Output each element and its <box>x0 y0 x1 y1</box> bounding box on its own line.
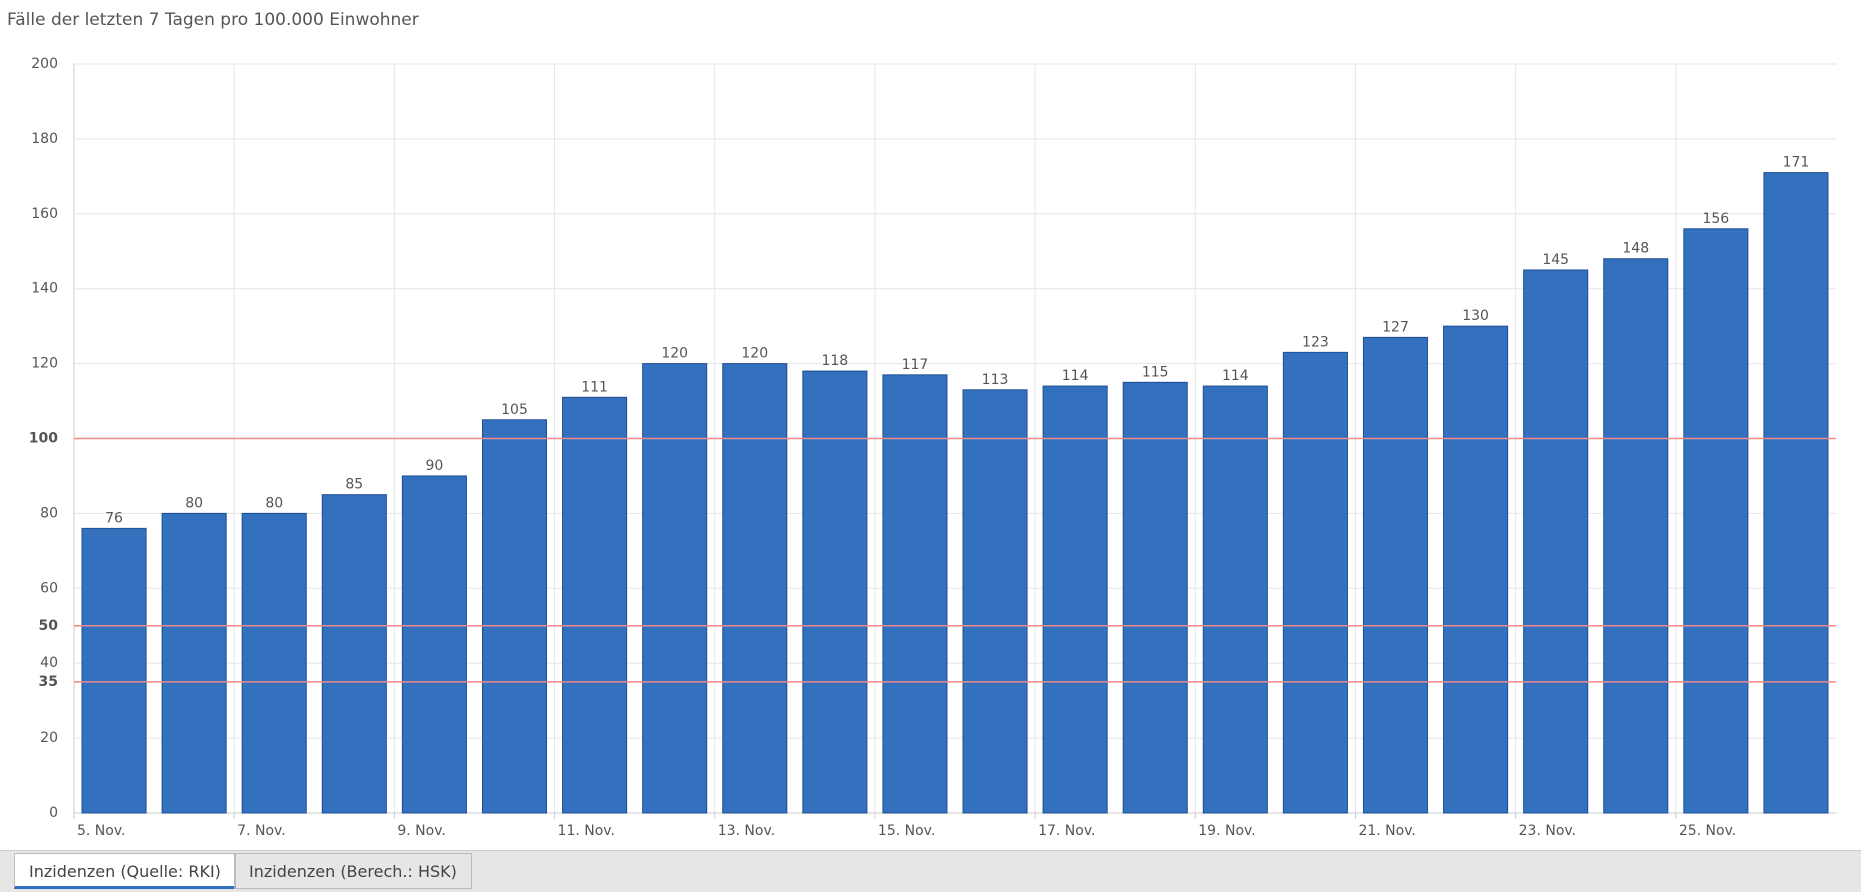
data-label: 145 <box>1542 252 1569 268</box>
y-tick-label: 180 <box>31 131 58 147</box>
threshold-label: 50 <box>39 618 59 634</box>
x-tick-label: 5. Nov. <box>77 823 126 839</box>
bar <box>1603 258 1669 814</box>
data-label: 130 <box>1462 308 1489 324</box>
x-tick-label: 11. Nov. <box>558 823 615 839</box>
chart: Fälle der letzten 7 Tagen pro 100.000 Ei… <box>7 10 1836 839</box>
tab[interactable]: Inzidenzen (Berech.: HSK) <box>234 853 472 889</box>
data-label: 111 <box>581 379 608 395</box>
bar <box>722 363 788 814</box>
bar <box>882 374 948 814</box>
threshold-label: 35 <box>39 674 58 690</box>
y-tick-label: 200 <box>31 56 58 72</box>
data-label: 123 <box>1302 334 1329 350</box>
threshold-label: 100 <box>29 431 58 447</box>
data-label: 90 <box>425 458 443 474</box>
x-tick-label: 13. Nov. <box>718 823 775 839</box>
data-label: 120 <box>741 346 768 362</box>
x-tick-label: 9. Nov. <box>397 823 446 839</box>
bar <box>1122 381 1188 814</box>
data-label: 127 <box>1382 319 1409 335</box>
data-label: 85 <box>345 477 363 493</box>
data-label: 148 <box>1622 241 1649 257</box>
bar <box>481 419 548 814</box>
data-label: 80 <box>185 495 203 511</box>
bar <box>1443 325 1509 814</box>
y-tick-label: 60 <box>40 580 58 596</box>
x-tick-label: 23. Nov. <box>1519 823 1576 839</box>
data-label: 76 <box>105 510 123 526</box>
tab[interactable]: Inzidenzen (Quelle: RKI) <box>14 853 236 889</box>
data-label: 80 <box>265 495 283 511</box>
x-tick-label: 17. Nov. <box>1038 823 1095 839</box>
y-tick-label: 140 <box>31 281 58 297</box>
bar <box>1282 351 1348 814</box>
x-tick-label: 7. Nov. <box>237 823 286 839</box>
bar <box>81 527 147 814</box>
x-tick-label: 15. Nov. <box>878 823 935 839</box>
data-label: 105 <box>501 402 528 418</box>
y-tick-label: 0 <box>49 805 58 821</box>
y-tick-label: 20 <box>40 730 58 746</box>
x-tick-label: 25. Nov. <box>1679 823 1736 839</box>
y-tick-label: 80 <box>40 505 58 521</box>
data-label: 171 <box>1783 155 1810 171</box>
bar <box>1763 172 1829 814</box>
bar <box>962 389 1028 814</box>
bar <box>161 512 227 814</box>
bar <box>562 396 628 814</box>
tab-bar: Inzidenzen (Quelle: RKI) Inzidenzen (Ber… <box>0 850 1861 892</box>
bar <box>1683 228 1749 814</box>
data-label: 120 <box>661 346 688 362</box>
data-label: 156 <box>1702 211 1729 227</box>
y-tick-label: 40 <box>40 655 58 671</box>
data-label: 117 <box>902 357 929 373</box>
bar <box>241 512 307 814</box>
bar <box>1523 269 1589 814</box>
chart-title: Fälle der letzten 7 Tagen pro 100.000 Ei… <box>7 10 419 30</box>
bar <box>802 370 868 814</box>
bar <box>321 494 387 814</box>
bar <box>1202 385 1268 814</box>
x-tick-label: 21. Nov. <box>1358 823 1415 839</box>
bar <box>1362 336 1429 814</box>
data-label: 113 <box>982 372 1009 388</box>
bar <box>1042 385 1108 814</box>
y-tick-label: 120 <box>31 356 58 372</box>
y-tick-label: 160 <box>31 206 58 222</box>
data-label: 114 <box>1222 368 1249 384</box>
bar <box>401 475 467 814</box>
bar <box>642 363 708 814</box>
data-label: 115 <box>1142 364 1169 380</box>
data-label: 118 <box>821 353 848 369</box>
data-label: 114 <box>1062 368 1089 384</box>
x-tick-label: 19. Nov. <box>1198 823 1255 839</box>
